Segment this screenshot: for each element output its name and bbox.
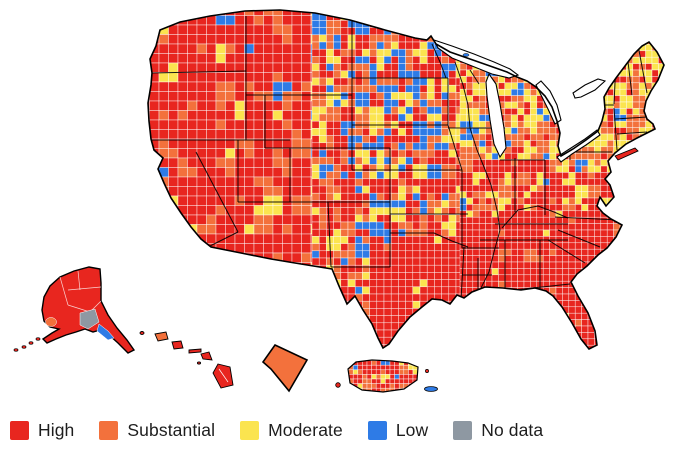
isle-royale bbox=[462, 53, 470, 57]
legend-swatch-no_data bbox=[453, 420, 473, 440]
legend-swatch-substantial bbox=[99, 420, 119, 440]
legend-label: Substantial bbox=[127, 419, 216, 440]
alaska-substantial-borough[interactable] bbox=[45, 317, 57, 327]
legend-label: No data bbox=[481, 419, 544, 440]
legend-item-moderate: Moderate bbox=[240, 420, 343, 441]
aleutian-island[interactable] bbox=[35, 337, 41, 341]
alaska-no-data-borough[interactable] bbox=[79, 308, 100, 330]
us-county-map[interactable] bbox=[0, 0, 680, 410]
legend-label: Low bbox=[395, 419, 429, 440]
aleutian-island[interactable] bbox=[21, 345, 27, 349]
legend-item-no_data: No data bbox=[453, 420, 543, 441]
culebra-island[interactable] bbox=[425, 369, 429, 373]
long-island[interactable] bbox=[614, 147, 639, 161]
us-map-svg[interactable] bbox=[0, 0, 680, 410]
legend-item-substantial: Substantial bbox=[99, 420, 215, 441]
aleutian-island[interactable] bbox=[28, 341, 34, 345]
mainland-outline bbox=[147, 9, 665, 351]
map-legend: High Substantial Moderate Low No data bbox=[10, 417, 543, 443]
legend-swatch-moderate bbox=[240, 420, 260, 440]
aleutian-island[interactable] bbox=[13, 348, 19, 352]
alaska-low-borough[interactable] bbox=[96, 323, 115, 341]
state-borders bbox=[149, 16, 648, 301]
legend-label: High bbox=[38, 419, 75, 440]
legend-item-low: Low bbox=[367, 419, 429, 441]
alaska-inset[interactable] bbox=[13, 266, 136, 354]
legend-swatch-high bbox=[10, 420, 29, 440]
hawaii-inset[interactable] bbox=[139, 331, 234, 389]
legend-label: Moderate bbox=[268, 419, 343, 440]
hawaii-substantial-county[interactable] bbox=[154, 331, 169, 342]
mona-island[interactable] bbox=[335, 382, 341, 388]
legend-item-high: High bbox=[10, 420, 74, 441]
legend-swatch-low bbox=[367, 420, 387, 440]
vieques-island-low[interactable] bbox=[424, 386, 438, 392]
district-of-columbia-inset[interactable] bbox=[261, 343, 309, 393]
